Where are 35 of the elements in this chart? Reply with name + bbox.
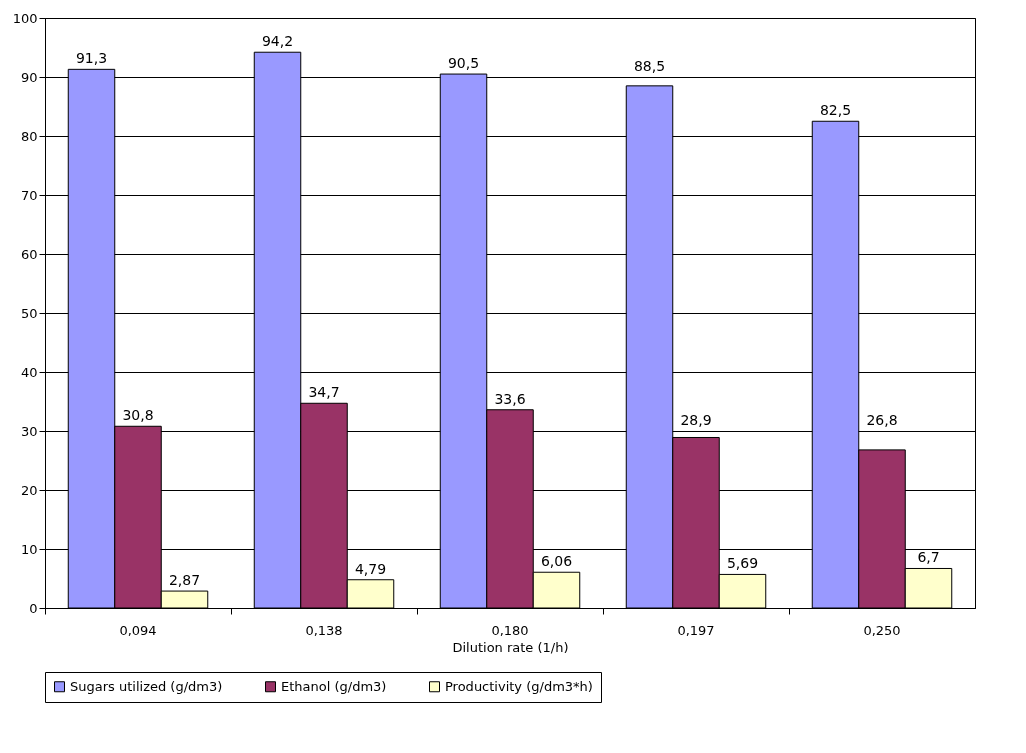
y-tick-label: 30 — [20, 423, 38, 439]
x-tick-label: 0,197 — [677, 622, 715, 638]
data-label: 94,2 — [261, 33, 294, 50]
x-axis-title: Dilution rate (1/h) — [452, 639, 569, 655]
data-label: 30,8 — [122, 407, 154, 424]
data-label: 82,5 — [819, 102, 852, 119]
data-label: 2,87 — [168, 572, 201, 589]
data-label: 88,5 — [633, 58, 666, 74]
y-tick-label: 70 — [20, 187, 38, 203]
x-tick-label: 0,250 — [863, 622, 901, 638]
data-label: 34,7 — [308, 384, 340, 401]
y-tick-label: 20 — [20, 482, 38, 498]
data-label: 90,5 — [447, 55, 480, 72]
y-tick-label: 80 — [20, 128, 38, 144]
y-tick-label: 100 — [12, 10, 38, 26]
data-label: 91,3 — [75, 50, 108, 67]
legend-label: Sugars utilized (g/dm3) — [70, 678, 223, 694]
data-label: 6,7 — [917, 549, 940, 566]
y-tick-label: 40 — [20, 364, 38, 380]
data-label: 4,79 — [354, 560, 387, 577]
data-label: 5,69 — [726, 555, 759, 572]
x-tick-label: 0,180 — [491, 622, 529, 638]
y-tick-label: 90 — [20, 69, 38, 85]
y-tick-label: 60 — [20, 246, 38, 262]
y-tick-label: 10 — [20, 541, 38, 557]
data-label: 28,9 — [680, 412, 712, 428]
data-label: 33,6 — [494, 390, 526, 407]
data-label: 6,06 — [540, 553, 573, 570]
y-tick-label: 50 — [20, 305, 38, 321]
data-label: 26,8 — [866, 412, 898, 428]
legend-label: Productivity (g/dm3*h) — [445, 678, 593, 694]
legend-label: Ethanol (g/dm3) — [281, 678, 387, 694]
y-tick-label: 0 — [29, 600, 38, 616]
x-tick-label: 0,094 — [119, 622, 157, 638]
x-tick-label: 0,138 — [305, 622, 343, 638]
